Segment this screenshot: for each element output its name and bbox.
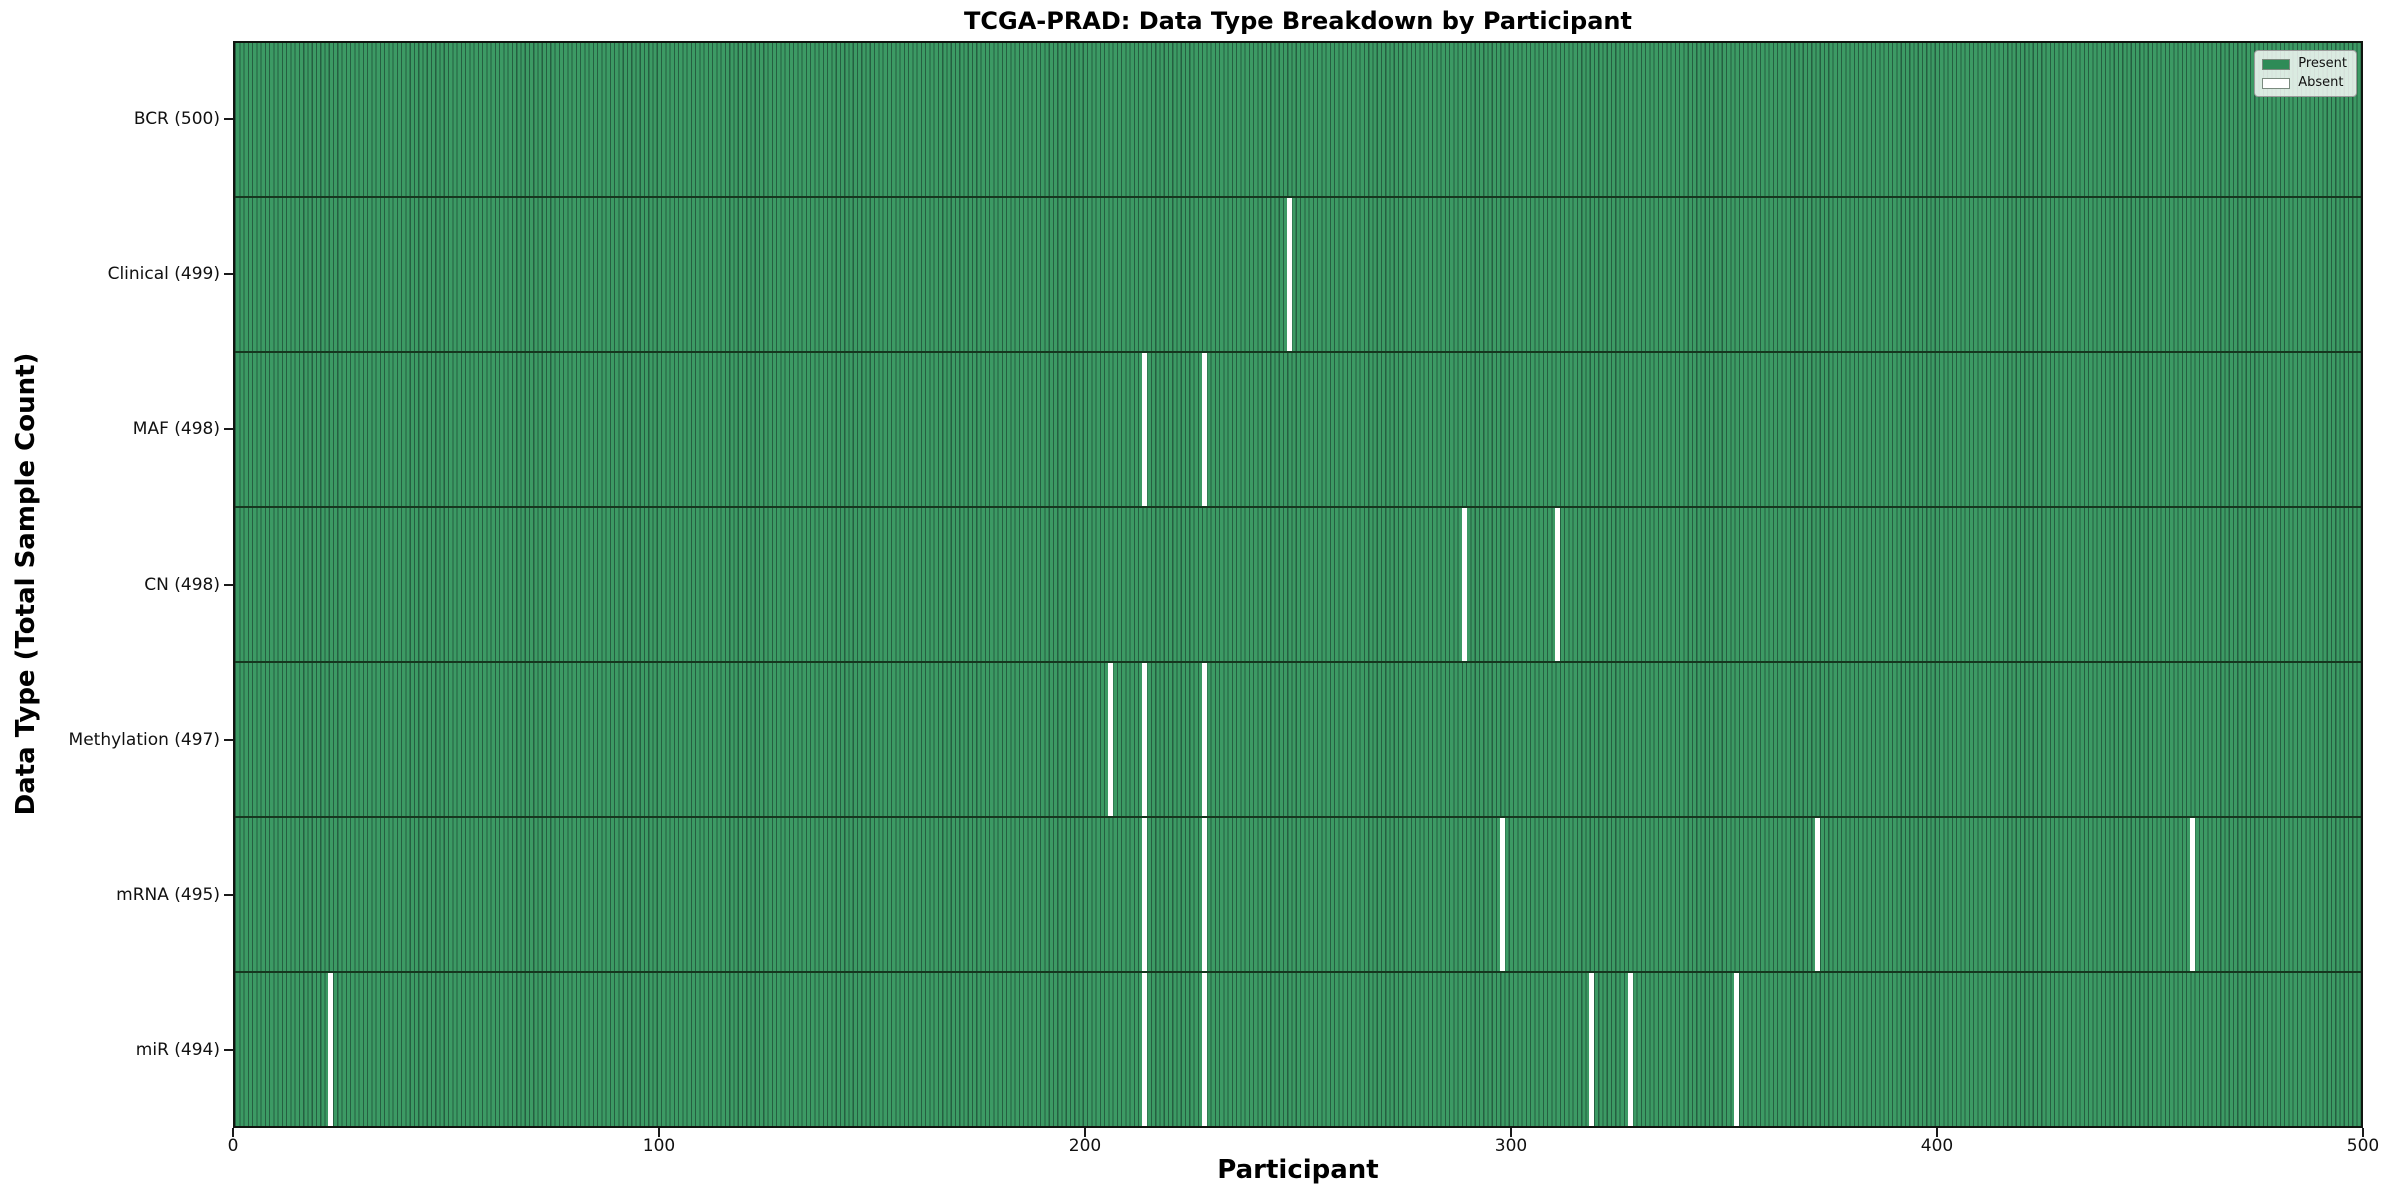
absent-gap-mRNA-371 (1815, 818, 1821, 971)
x-tick-mark-0 (232, 1128, 234, 1137)
x-tick-label-300: 300 (1494, 1136, 1528, 1156)
legend: Present Absent (2254, 50, 2357, 97)
x-tick-label-0: 0 (227, 1136, 239, 1156)
plot-area: Present Absent (233, 41, 2363, 1128)
legend-absent-label: Absent (2298, 75, 2344, 90)
x-tick-mark-300 (1510, 1128, 1512, 1137)
absent-gap-miR-227 (1201, 973, 1207, 1126)
x-tick-label-500: 500 (2346, 1136, 2380, 1156)
absent-gap-CN-288 (1461, 508, 1467, 661)
absent-gap-miR-327 (1627, 973, 1633, 1126)
absent-gap-miR-352 (1734, 973, 1740, 1126)
y-tick-mark-Methylation (224, 738, 233, 741)
x-tick-label-100: 100 (642, 1136, 676, 1156)
absent-gap-Methylation-213 (1142, 663, 1147, 816)
y-tick-mark-Clinical (224, 272, 233, 275)
y-tick-label-miR: miR (494) (135, 1040, 220, 1061)
absent-gap-miR-318 (1589, 973, 1595, 1126)
row-Clinical (235, 196, 2361, 351)
x-tick-label-200: 200 (1068, 1136, 1102, 1156)
y-tick-label-mRNA: mRNA (495) (116, 885, 220, 906)
row-miR (235, 971, 2361, 1126)
absent-gap-Methylation-205 (1107, 663, 1113, 816)
y-tick-mark-CN (224, 583, 233, 586)
row-CN (235, 506, 2361, 661)
absent-gap-mRNA-213 (1142, 818, 1147, 971)
row-mRNA (235, 816, 2361, 971)
chart-title: TCGA-PRAD: Data Type Breakdown by Partic… (964, 7, 1632, 35)
y-tick-mark-BCR (224, 117, 233, 120)
y-tick-mark-mRNA (224, 894, 233, 897)
row-Methylation (235, 661, 2361, 816)
row-MAF (235, 351, 2361, 506)
absent-gap-mRNA-459 (2189, 818, 2195, 971)
y-tick-label-CN: CN (498) (144, 574, 220, 595)
legend-item-present: Present (2262, 57, 2347, 71)
absent-gap-MAF-227 (1201, 353, 1207, 506)
absent-gap-MAF-213 (1142, 353, 1147, 506)
legend-absent-swatch (2262, 77, 2291, 89)
x-tick-mark-200 (1084, 1128, 1086, 1137)
absent-gap-CN-310 (1555, 508, 1561, 661)
y-tick-label-Methylation: Methylation (497) (68, 729, 220, 750)
y-tick-mark-MAF (224, 428, 233, 431)
legend-item-absent: Absent (2262, 76, 2347, 90)
absent-gap-Methylation-227 (1201, 663, 1207, 816)
absent-gap-mRNA-297 (1499, 818, 1505, 971)
y-tick-mark-miR (224, 1049, 233, 1052)
x-tick-mark-500 (2362, 1128, 2364, 1137)
row-BCR (235, 43, 2361, 196)
x-axis-title: Participant (1217, 1155, 1379, 1185)
absent-gap-miR-213 (1142, 973, 1147, 1126)
x-tick-label-400: 400 (1920, 1136, 1954, 1156)
legend-present-swatch (2262, 58, 2291, 70)
absent-gap-Clinical-247 (1286, 198, 1292, 351)
absent-gap-mRNA-227 (1201, 818, 1207, 971)
x-tick-mark-400 (1936, 1128, 1938, 1137)
y-tick-label-MAF: MAF (498) (132, 419, 220, 440)
legend-present-label: Present (2298, 56, 2347, 71)
x-tick-mark-100 (658, 1128, 660, 1137)
y-tick-label-BCR: BCR (500) (133, 108, 220, 129)
y-tick-label-Clinical: Clinical (499) (107, 263, 220, 284)
absent-gap-miR-22 (328, 973, 334, 1126)
